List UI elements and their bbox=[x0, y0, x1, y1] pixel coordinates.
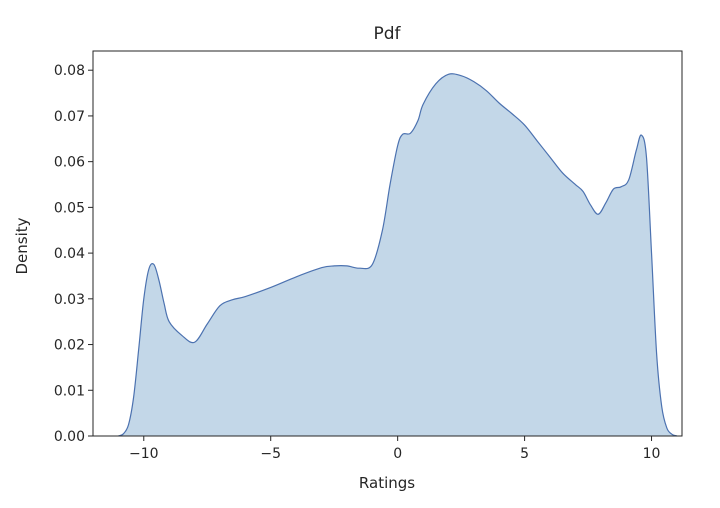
y-tick-label: 0.08 bbox=[54, 63, 85, 79]
density-area-0 bbox=[118, 73, 677, 436]
chart-title: Pdf bbox=[373, 24, 401, 44]
y-tick-label: 0.07 bbox=[54, 109, 85, 125]
y-tick-label: 0.02 bbox=[54, 338, 85, 354]
x-tick-label: 5 bbox=[520, 446, 529, 462]
x-axis: −10 −5 0 5 10 bbox=[129, 436, 660, 462]
y-tick-label: 0.04 bbox=[54, 246, 85, 262]
plot-frame bbox=[92, 50, 683, 437]
x-tick-label: −10 bbox=[129, 446, 159, 462]
y-tick-label: 0.05 bbox=[54, 200, 85, 216]
plot-area bbox=[118, 73, 678, 437]
y-tick-label: 0.03 bbox=[54, 292, 85, 308]
y-tick-label: 0.00 bbox=[54, 429, 85, 445]
density-line-0 bbox=[118, 73, 678, 437]
y-tick-label: 0.01 bbox=[54, 383, 85, 399]
x-tick-label: 0 bbox=[393, 446, 402, 462]
x-tick-label: 10 bbox=[643, 446, 661, 462]
x-tick-label: −5 bbox=[260, 446, 281, 462]
y-axis-title: Density bbox=[13, 217, 31, 274]
y-tick-label: 0.06 bbox=[54, 155, 85, 171]
y-axis: 0.00 0.01 0.02 0.03 0.04 0.05 0.06 0.07 0.08 bbox=[54, 63, 93, 445]
x-axis-title: Ratings bbox=[359, 474, 415, 492]
